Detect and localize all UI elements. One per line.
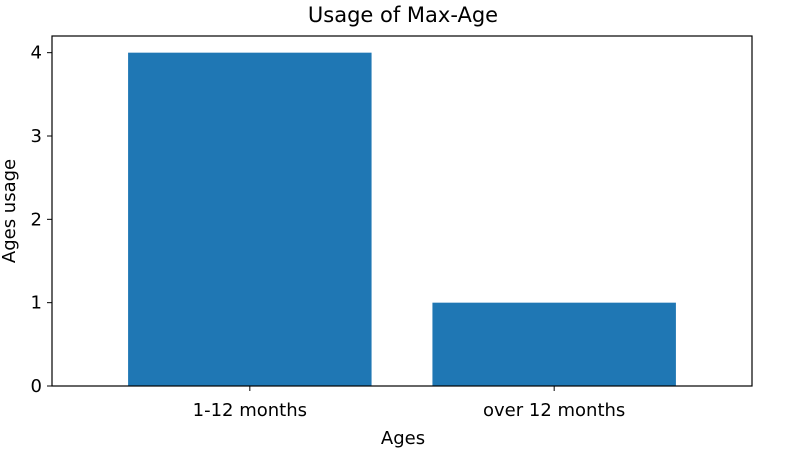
bar-0 [128, 52, 372, 387]
chart-title: Usage of Max-Age [308, 3, 498, 27]
y-axis-label: Ages usage [0, 159, 20, 263]
bar-1 [432, 302, 676, 386]
y-tick-label-2: 2 [31, 209, 42, 230]
x-tick-label-1: over 12 months [483, 400, 625, 421]
axes-frame [51, 35, 753, 387]
y-tick-label-0: 0 [31, 376, 42, 397]
plot-area: 1-12 months over 12 months 0 1 2 3 4 [31, 35, 753, 421]
y-tick-label-1: 1 [31, 293, 42, 314]
x-tick-label-0: 1-12 months [193, 400, 307, 421]
y-tick-label-4: 4 [31, 43, 42, 64]
y-tick-label-3: 3 [31, 126, 42, 147]
x-axis-label: Ages [381, 428, 425, 449]
